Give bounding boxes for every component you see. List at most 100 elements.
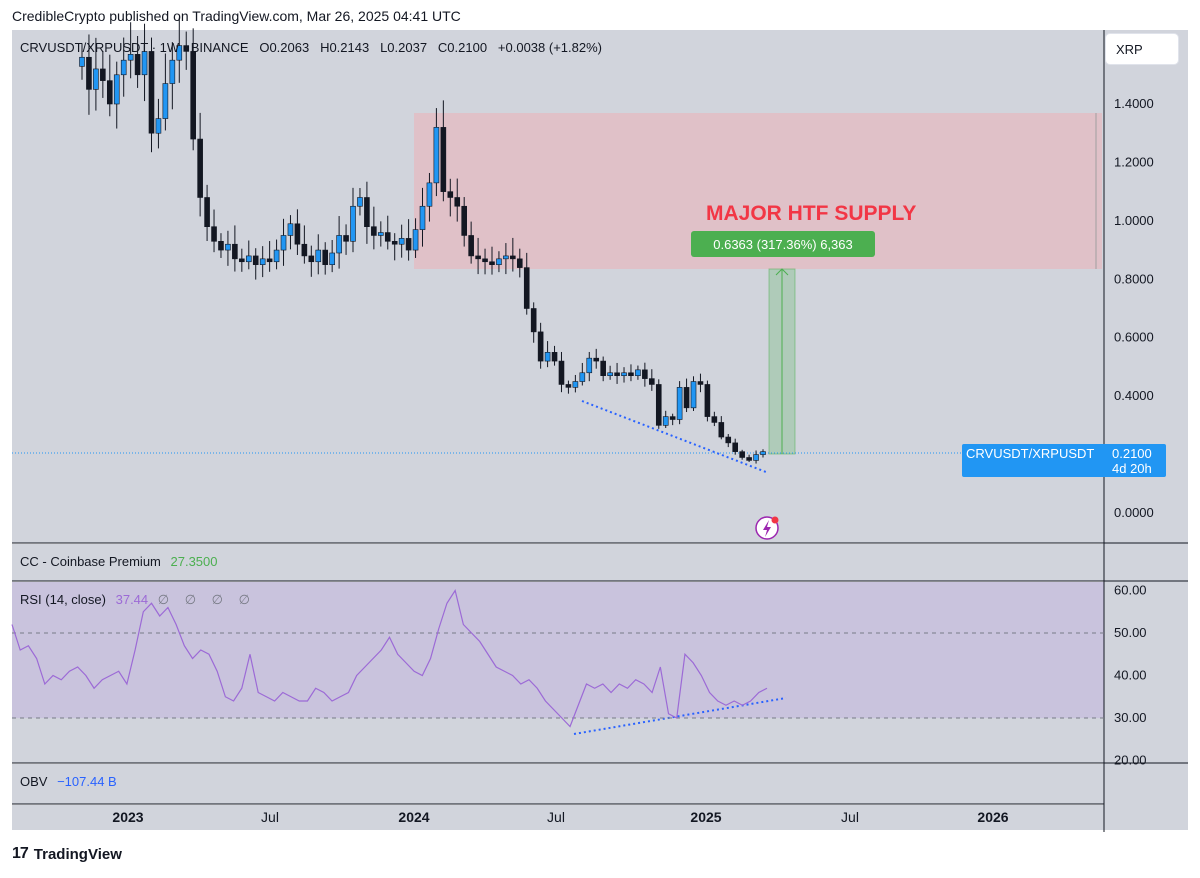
price-tag-symbol: CRVUSDT/XRPUSDT (966, 446, 1095, 461)
candle (197, 138, 203, 198)
legend-open: O0.2063 (259, 40, 310, 55)
measure-label[interactable]: 0.6363 (317.36%) 6,363 (691, 231, 875, 257)
candle (245, 255, 252, 263)
candle (336, 235, 342, 254)
candle (669, 416, 676, 420)
candle (697, 381, 704, 385)
candle (690, 381, 697, 409)
candle (315, 249, 322, 263)
candle (232, 243, 238, 260)
candle (558, 360, 565, 385)
candle (134, 54, 141, 76)
rsi-line (11, 588, 768, 728)
candle (544, 352, 551, 362)
candle (565, 384, 572, 388)
legend-low: L0.2037 (380, 40, 428, 55)
candle (523, 267, 530, 309)
legend-change: +0.0038 (+1.82%) (497, 40, 602, 55)
obv-pane-bg (12, 764, 1104, 804)
candle (461, 205, 467, 236)
rsi-support-trendline (573, 697, 787, 735)
candle (516, 258, 523, 268)
candle (662, 416, 669, 426)
candle (100, 68, 106, 81)
candle (398, 238, 405, 245)
candle (746, 457, 752, 461)
candle (93, 68, 99, 90)
candle (155, 118, 162, 134)
price-axis-ticks: 1.4000 1.2000 1.0000 0.8000 0.6000 0.4000 0.00… (1114, 96, 1154, 520)
obv-label-text: OBV (20, 774, 48, 789)
candle (496, 258, 502, 265)
candle (162, 83, 169, 119)
candle (489, 261, 495, 265)
price-tick-label: 0.0000 (1114, 505, 1154, 520)
time-tick-label: 2025 (690, 809, 721, 825)
price-tick-label: 1.4000 (1114, 96, 1154, 111)
candle (211, 226, 217, 242)
tradingview-logo-icon: 17 (12, 845, 29, 862)
supply-zone-label: MAJOR HTF SUPPLY (706, 202, 917, 225)
rsi-pane-label[interactable]: RSI (14, close) 37.44 ∅ ∅ ∅ ∅ (20, 592, 256, 608)
candle (760, 451, 766, 455)
price-axis-bg (1104, 30, 1188, 830)
candle (183, 45, 190, 52)
candle (468, 235, 474, 257)
time-tick-label: 2024 (398, 809, 429, 825)
candle (711, 416, 718, 423)
tradingview-logo[interactable]: 17 TradingView (12, 845, 122, 863)
price-tick-label: 0.4000 (1114, 388, 1154, 403)
coinbase-pane-bg (12, 544, 1104, 581)
time-tick-label: 2023 (112, 809, 143, 825)
tradingview-brand: TradingView (33, 845, 122, 863)
candle (239, 258, 245, 263)
time-tick-label: Jul (261, 809, 279, 825)
time-axis-ticks: 2023 Jul 2024 Jul 2025 Jul 2026 (112, 809, 1008, 825)
candle (621, 372, 627, 376)
candle (308, 255, 315, 263)
symbol-search-input[interactable]: XRP (1106, 34, 1178, 64)
rsi-tick-label: 40.00 (1114, 668, 1147, 683)
candle (614, 372, 620, 376)
candle (301, 243, 308, 257)
notification-dot-icon (771, 516, 779, 524)
candle (176, 45, 183, 61)
candle (259, 258, 266, 265)
candle (419, 205, 426, 230)
measure-arrow-head (775, 268, 789, 276)
price-tick-label: 1.0000 (1114, 213, 1154, 228)
candle (607, 372, 613, 376)
rsi-axis-ticks: 60.00 50.00 40.00 30.00 20.00 (1114, 583, 1147, 768)
candle (280, 235, 287, 251)
candle (628, 372, 634, 376)
legend-symbol[interactable]: CRVUSDT/XRPUSDT · 1W · BINANCE (20, 40, 249, 55)
candle (454, 197, 461, 207)
rsi-tick-label: 50.00 (1114, 625, 1147, 640)
obv-pane-label[interactable]: OBV −107.44 B (20, 774, 117, 789)
candle (433, 127, 440, 184)
candle (343, 235, 349, 242)
rsi-tick-label: 60.00 (1114, 583, 1147, 598)
candle (364, 197, 370, 228)
candle (190, 51, 196, 140)
candle (537, 331, 544, 362)
candle (273, 249, 280, 263)
candle (447, 191, 454, 198)
candle (642, 369, 648, 379)
time-tick-label: Jul (841, 809, 859, 825)
coinbase-pane-label[interactable]: CC - Coinbase Premium 27.3500 (20, 554, 218, 569)
price-tag-countdown: 4d 20h (1112, 461, 1152, 476)
price-tick-label: 1.2000 (1114, 154, 1154, 169)
candle (725, 436, 732, 444)
rsi-na-values: ∅ ∅ ∅ ∅ (157, 592, 256, 607)
obv-value: −107.44 B (57, 774, 117, 789)
price-tag-price: 0.2100 (1112, 446, 1152, 461)
ohlc-legend: CRVUSDT/XRPUSDT · 1W · BINANCE O0.2063 H… (20, 40, 602, 55)
candle (225, 243, 231, 251)
candle (551, 352, 558, 362)
candle (350, 205, 356, 242)
candle (739, 451, 745, 458)
legend-close: C0.2100 (437, 40, 488, 55)
